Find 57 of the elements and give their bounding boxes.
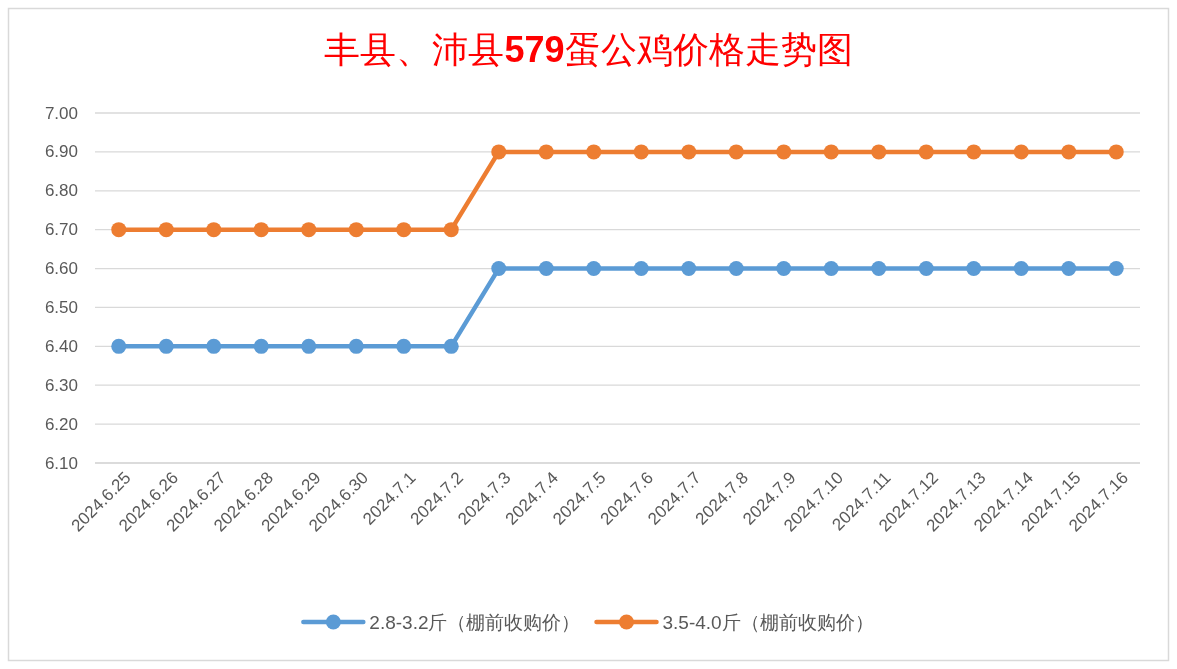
point [1108, 144, 1124, 160]
point [823, 144, 839, 160]
point [111, 222, 127, 238]
point [206, 222, 222, 238]
y-tick-label: 6.50 [44, 297, 78, 317]
point [158, 338, 174, 354]
legend-label: 3.5-4.0斤（棚前收购价） [662, 611, 874, 633]
point [348, 338, 364, 354]
y-tick-label: 6.90 [44, 142, 78, 162]
point [253, 222, 269, 238]
point [1013, 261, 1029, 277]
point [681, 261, 697, 277]
point [1061, 144, 1077, 160]
y-tick-label: 6.60 [44, 259, 78, 279]
point [633, 144, 649, 160]
point [1013, 144, 1029, 160]
point [443, 338, 459, 354]
point [966, 261, 982, 277]
point [586, 261, 602, 277]
point [1061, 261, 1077, 277]
point [158, 222, 174, 238]
point [776, 261, 792, 277]
point [586, 144, 602, 160]
y-tick-label: 6.40 [44, 336, 78, 356]
point [491, 144, 507, 160]
point [728, 261, 744, 277]
point [538, 144, 554, 160]
y-tick-label: 6.70 [44, 220, 78, 240]
point [1108, 261, 1124, 277]
point [918, 261, 934, 277]
y-tick-label: 6.30 [44, 375, 78, 395]
point [538, 261, 554, 277]
point [681, 144, 697, 160]
legend-label: 2.8-3.2斤（棚前收购价） [369, 611, 581, 633]
point [491, 261, 507, 277]
point [966, 144, 982, 160]
point [776, 144, 792, 160]
point [871, 144, 887, 160]
point [111, 338, 127, 354]
point [396, 222, 412, 238]
point [301, 338, 317, 354]
point [396, 338, 412, 354]
point [633, 261, 649, 277]
point [728, 144, 744, 160]
point [301, 222, 317, 238]
chart-title: 丰县、沛县579蛋公鸡价格走势图 [324, 29, 853, 70]
point [918, 144, 934, 160]
point [253, 338, 269, 354]
point [823, 261, 839, 277]
y-tick-label: 6.80 [44, 181, 78, 201]
point [206, 338, 222, 354]
point [348, 222, 364, 238]
y-tick-label: 7.00 [44, 103, 78, 123]
point [871, 261, 887, 277]
point [443, 222, 459, 238]
y-tick-label: 6.10 [44, 453, 78, 473]
y-tick-label: 6.20 [44, 414, 78, 434]
